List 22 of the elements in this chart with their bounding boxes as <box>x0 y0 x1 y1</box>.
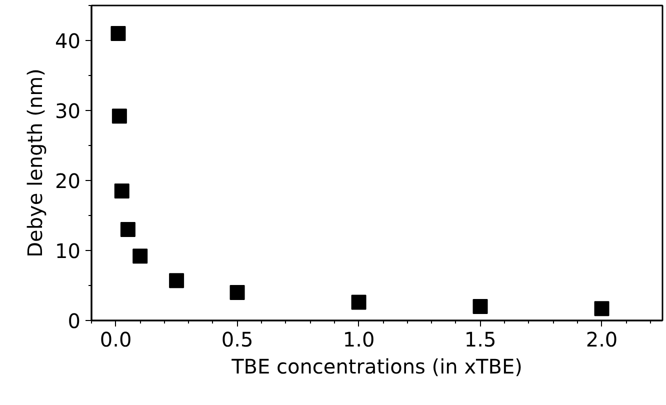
point <box>230 285 245 300</box>
x-tick-label: 0.0 <box>100 328 132 352</box>
x-tick-label: 1.0 <box>342 328 375 352</box>
x-tick-label: 1.5 <box>464 328 496 352</box>
point <box>110 26 126 41</box>
x-axis-title: TBE concentrations (in xTBE) <box>230 354 522 378</box>
point <box>132 248 148 264</box>
y-tick-label: 30 <box>55 99 81 123</box>
point <box>112 108 127 124</box>
y-tick-label: 0 <box>68 309 81 333</box>
point <box>169 273 184 288</box>
y-tick-label: 40 <box>55 29 81 53</box>
point <box>594 301 610 316</box>
point <box>114 184 130 198</box>
y-axis-title: Debye length (nm) <box>23 68 48 258</box>
x-tick-label: 2.0 <box>586 328 618 352</box>
y-tick-label: 10 <box>55 239 81 263</box>
y-tick-label: 20 <box>55 169 81 193</box>
point <box>351 294 366 310</box>
x-tick-label: 0.5 <box>221 328 254 352</box>
point <box>120 222 136 237</box>
point <box>472 299 488 314</box>
